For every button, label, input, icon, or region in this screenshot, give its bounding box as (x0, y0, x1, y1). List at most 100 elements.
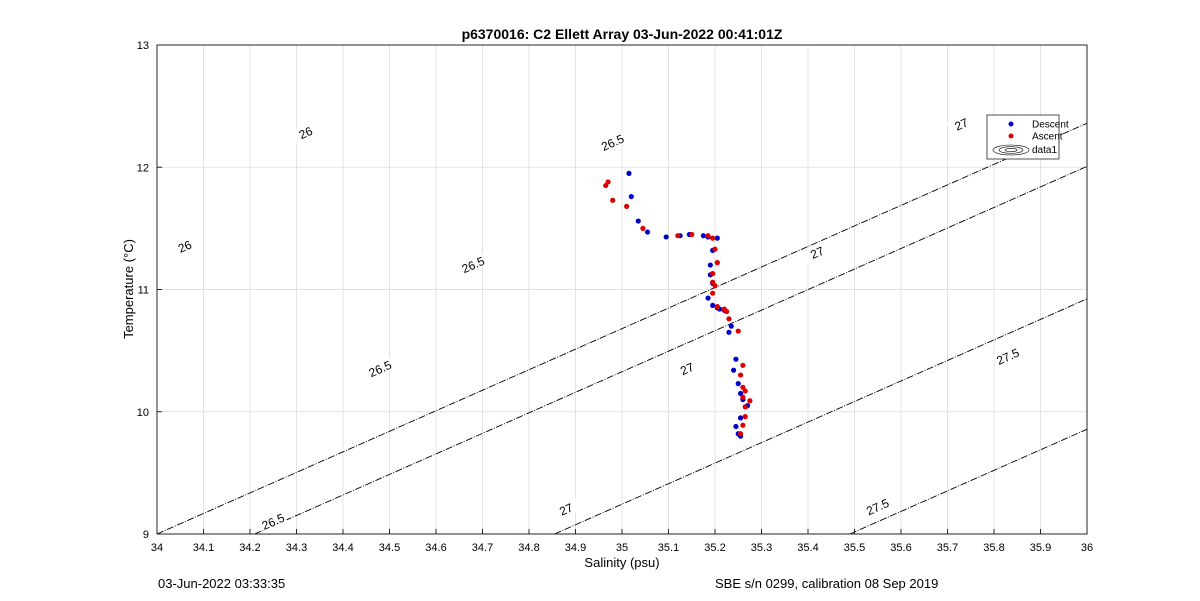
ascent-point (705, 233, 711, 239)
descent-point (626, 170, 632, 176)
axis-ticks: 34 34.1 34.2 34.3 34.4 34.5 34.6 34.7 34.8 34.9 35… (137, 40, 1093, 554)
x-tick-label: 34.7 (472, 542, 493, 554)
isopycnal-label-bg (862, 494, 893, 518)
isopycnal-label-bg (551, 496, 581, 521)
x-tick-label: 34.8 (518, 542, 539, 554)
legend-box (986, 114, 1060, 160)
descent-point (726, 329, 732, 335)
x-tick-label: 35 (616, 542, 628, 554)
ascent-point (624, 203, 630, 209)
isopycnal-line (849, 428, 1087, 534)
isopycnal-label-bg (365, 356, 395, 380)
legend-data1-contour-icon (992, 144, 1030, 156)
ascent-point (735, 328, 741, 334)
descent-point (735, 381, 741, 387)
ascent-point (714, 260, 720, 266)
ascent-point (742, 388, 748, 394)
x-tick-label: 36 (1081, 542, 1093, 554)
isopycnal-26: 26 26 (157, 120, 1087, 534)
descent-point (710, 302, 716, 308)
descent-point (733, 356, 739, 362)
ascent-point (710, 271, 716, 277)
x-tick-label: 35.1 (658, 542, 679, 554)
isopycnal-label-bg (946, 111, 976, 136)
isopycnal-line (554, 298, 1087, 534)
descent-point (728, 323, 734, 329)
isopycnal-label-bg (290, 120, 321, 144)
y-tick-label: 11 (138, 285, 149, 297)
ascent-point (740, 394, 746, 400)
isopycnal-label-bg (992, 344, 1023, 368)
isopycnal-27: 27 27 27 27 (551, 111, 1087, 534)
y-tick-label: 12 (137, 162, 149, 174)
ascent-point (724, 308, 730, 315)
descent-point (733, 423, 739, 430)
descent-point (707, 262, 713, 268)
isopycnal-label-bg (169, 234, 200, 258)
ascent-point (747, 398, 753, 404)
isopycnal-label-bg (258, 509, 288, 533)
ascent-point (675, 233, 681, 239)
x-tick-label: 34 (151, 542, 163, 554)
isopycnal-label-bg (802, 240, 832, 264)
descent-point (714, 235, 720, 241)
ascent-point (605, 179, 611, 185)
ascent-point (726, 316, 732, 322)
descent-series (626, 170, 751, 439)
x-tick-label: 34.9 (565, 542, 586, 554)
ascent-series (603, 179, 753, 437)
footer-timestamp: 03-Jun-2022 03:33:35 (158, 576, 286, 591)
isopycnal-label-bg (458, 252, 488, 276)
y-axis-label: Temperature (°C) (121, 239, 136, 339)
ascent-point (742, 404, 748, 410)
x-tick-label: 34.1 (193, 542, 214, 554)
descent-point (731, 367, 737, 373)
grid (156, 44, 1088, 535)
legend-descent-marker (1008, 121, 1014, 127)
x-tick-label: 34.3 (286, 542, 307, 554)
ascent-point (689, 231, 695, 238)
legend: Descent Ascent data1 (986, 114, 1069, 160)
ascent-point (714, 304, 720, 310)
x-tick-label: 34.5 (379, 542, 400, 554)
x-tick-label: 34.2 (239, 542, 260, 554)
y-tick-label: 9 (143, 529, 149, 541)
ascent-point (712, 283, 718, 289)
x-tick-label: 35.7 (937, 542, 958, 554)
descent-point (635, 218, 641, 224)
x-tick-label: 35.4 (797, 542, 818, 554)
y-tick-label: 10 (137, 407, 149, 419)
isopycnal-label: 27 (953, 115, 971, 133)
descent-point (700, 233, 706, 239)
isopycnal-line (157, 122, 1087, 534)
ascent-point (710, 235, 716, 241)
ascent-point (740, 422, 746, 428)
footer-calibration: SBE s/n 0299, calibration 08 Sep 2019 (715, 576, 939, 591)
descent-point (628, 193, 634, 200)
legend-ascent-label: Ascent (1032, 132, 1063, 143)
ascent-point (742, 414, 748, 420)
legend-data1-label: data1 (1032, 145, 1057, 156)
isopycnal-label: 27 (808, 244, 826, 262)
x-tick-label: 35.8 (983, 542, 1004, 554)
data-points (603, 170, 753, 439)
x-tick-label: 35.3 (751, 542, 772, 554)
isopycnal-label-bg (671, 356, 702, 380)
isopycnal-label: 27 (678, 360, 696, 378)
isopycnal-label: 27 (557, 500, 575, 518)
descent-point (705, 295, 711, 301)
x-tick-label: 35.5 (844, 542, 865, 554)
isopycnal-line (254, 165, 1087, 534)
x-tick-label: 35.2 (704, 542, 725, 554)
chart-title: p6370016: C2 Ellett Array 03-Jun-2022 00… (462, 26, 783, 42)
x-axis-label: Salinity (psu) (584, 555, 659, 570)
x-tick-label: 34.6 (425, 542, 446, 554)
legend-descent-label: Descent (1032, 120, 1069, 131)
x-tick-label: 35.6 (890, 542, 911, 554)
isopycnal-label: 26 (176, 237, 194, 255)
legend-ascent-marker (1008, 133, 1014, 139)
ascent-point (737, 431, 744, 437)
ascent-point (712, 246, 718, 252)
ascent-point (640, 225, 646, 231)
